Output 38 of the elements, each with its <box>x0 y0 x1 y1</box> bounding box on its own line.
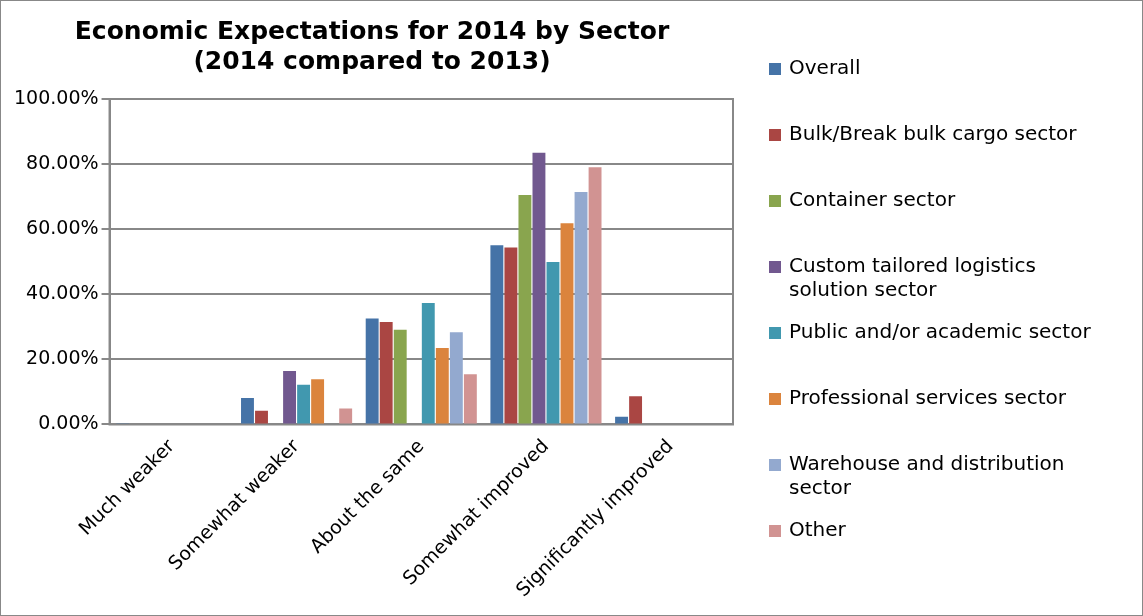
bar <box>241 398 254 424</box>
legend-label: Professional services sector <box>789 385 1066 409</box>
y-tick-label: 40.00% <box>26 281 99 304</box>
legend-label: Overall <box>789 55 861 79</box>
bar <box>574 192 588 424</box>
bar <box>463 374 477 424</box>
bar <box>379 321 393 424</box>
bar <box>421 303 435 424</box>
y-tick-label: 100.00% <box>13 85 99 108</box>
y-tick-label: 0.00% <box>38 411 99 434</box>
legend-label: Container sector <box>789 187 956 211</box>
legend-label: Other <box>789 517 846 541</box>
legend-label: Warehouse and distribution sector <box>789 451 1066 499</box>
y-tick-label: 80.00% <box>26 151 99 174</box>
legend-label: Bulk/Break bulk cargo sector <box>789 121 1077 145</box>
bar <box>490 245 504 424</box>
legend-label: Public and/or academic sector <box>789 319 1091 343</box>
bar <box>365 318 379 424</box>
bar <box>518 195 532 424</box>
y-tick-label: 60.00% <box>26 216 99 239</box>
legend-label: Custom tailored logistics solution sector <box>789 253 1037 301</box>
bar <box>629 396 643 424</box>
bar <box>435 347 449 424</box>
bar <box>297 384 311 424</box>
bar <box>393 329 407 424</box>
bar <box>560 223 574 424</box>
y-tick-label: 20.00% <box>26 346 99 369</box>
bar <box>588 167 602 424</box>
chart-subtitle: (2014 compared to 2013) <box>193 45 551 75</box>
bar <box>283 371 297 424</box>
bar <box>546 262 560 424</box>
chart-title: Economic Expectations for 2014 by Sector <box>74 15 670 45</box>
bar <box>311 379 325 424</box>
bar <box>339 408 353 424</box>
bar <box>449 332 463 424</box>
bar <box>504 247 518 424</box>
bar <box>532 152 546 424</box>
bar <box>255 410 268 424</box>
